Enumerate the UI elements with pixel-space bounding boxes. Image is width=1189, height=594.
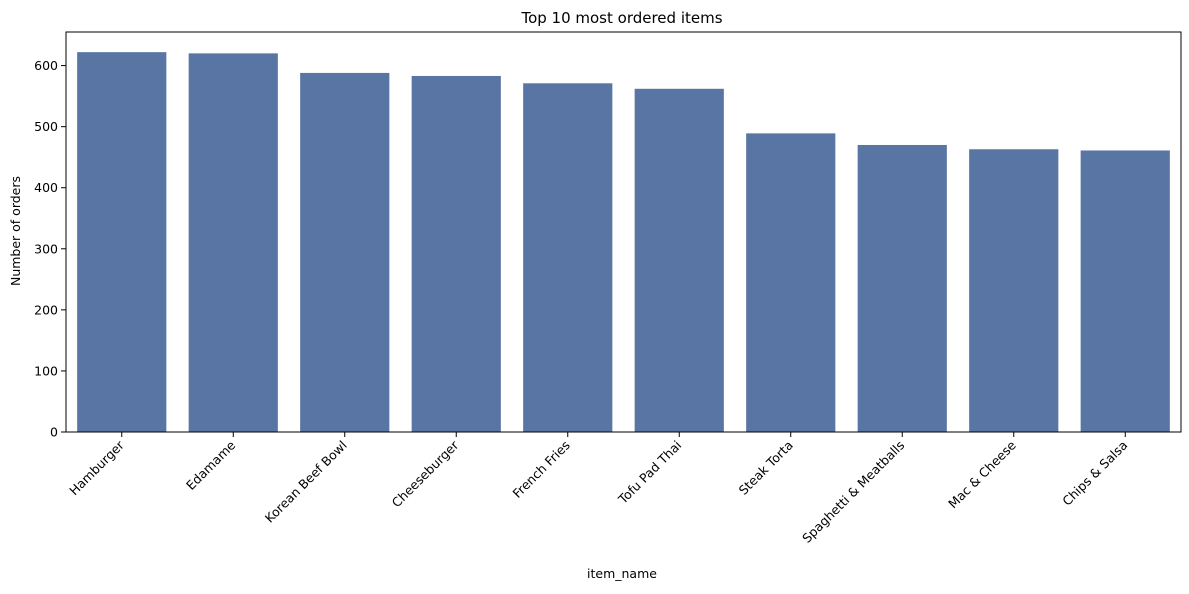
bar <box>411 75 501 432</box>
bar <box>77 52 167 432</box>
bar <box>523 83 613 433</box>
x-tick-label: Steak Torta <box>736 438 796 498</box>
y-tick-label: 100 <box>34 363 58 378</box>
y-tick-label: 500 <box>34 119 58 134</box>
x-tick-label: Spaghetti & Meatballs <box>799 438 907 546</box>
y-tick-label: 300 <box>34 241 58 256</box>
x-axis: Hamburger Edamame Korean Beef Bowl Cheesebu… <box>66 432 1130 546</box>
x-tick-label: Chips & Salsa <box>1059 438 1130 509</box>
x-axis-label: item_name <box>587 566 657 581</box>
bars <box>77 52 1170 433</box>
y-tick-label: 400 <box>34 180 58 195</box>
x-tick-label: Hamburger <box>66 437 127 498</box>
plot-frame <box>65 31 1182 433</box>
x-tick-label: Korean Beef Bowl <box>262 438 350 526</box>
bar <box>188 53 278 432</box>
x-tick-label: Mac & Cheese <box>945 437 1019 511</box>
y-tick-label: 0 <box>50 425 58 440</box>
bar <box>969 149 1059 433</box>
y-axis-label: Number of orders <box>8 176 23 286</box>
x-tick-label: Tofu Pad Thai <box>615 438 685 508</box>
x-tick-label: Edamame <box>183 437 239 493</box>
y-tick-label: 600 <box>34 58 58 73</box>
x-tick-label: French Fries <box>509 438 572 501</box>
y-tick-label: 200 <box>34 302 58 317</box>
bar <box>634 88 724 433</box>
bar <box>746 133 836 433</box>
chart-title: Top 10 most ordered items <box>520 9 722 27</box>
y-axis: 0 100 200 300 400 500 600 <box>34 58 66 440</box>
bar <box>857 144 947 432</box>
bar <box>1080 150 1170 433</box>
x-tick-label: Cheeseburger <box>389 437 462 510</box>
bar <box>300 72 390 433</box>
